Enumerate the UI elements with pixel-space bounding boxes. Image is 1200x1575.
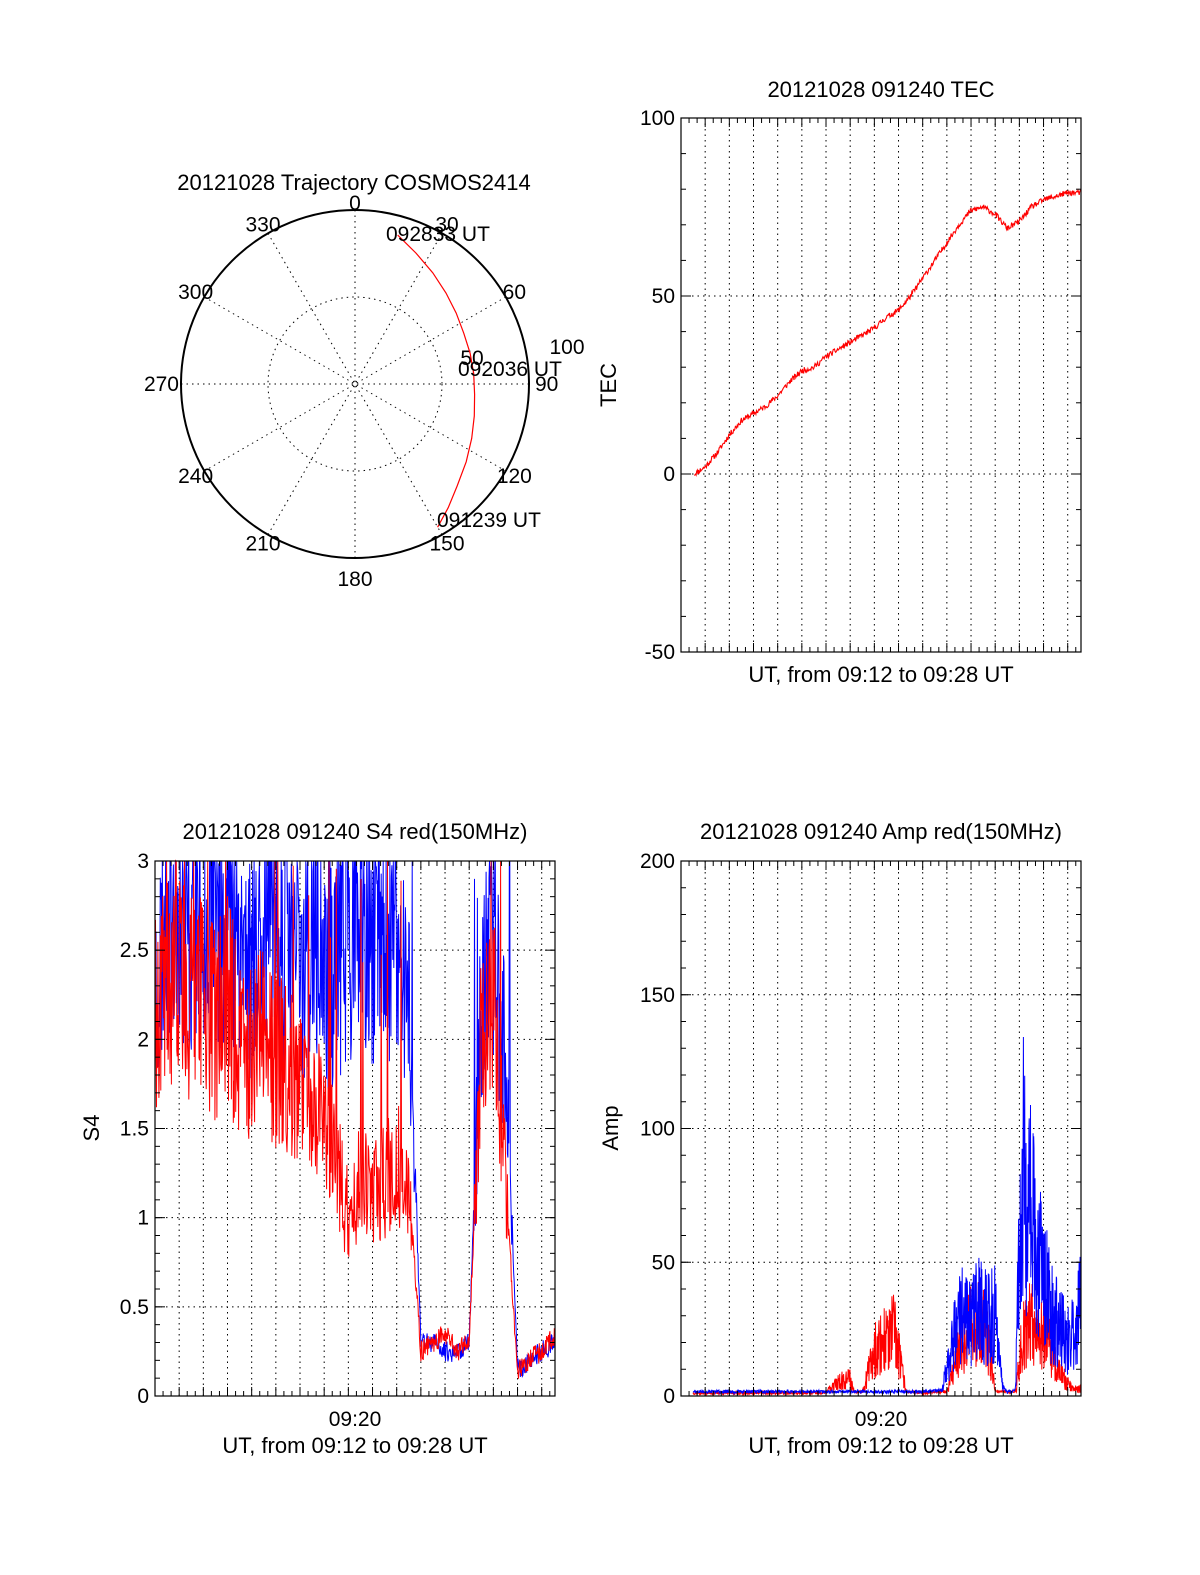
polar-angle-label: 330 (245, 214, 280, 237)
y-tick-label: 0 (663, 1385, 675, 1408)
tec-ylabel: TEC (596, 363, 621, 407)
tec-y-tick-labels: -50 0 50 100 (640, 107, 675, 664)
polar-angle-label: 180 (337, 568, 372, 591)
s4-ylabel: S4 (79, 1115, 104, 1142)
blue-series-line (154, 860, 556, 1378)
y-tick-label: 2 (137, 1028, 149, 1051)
tec-frame (680, 117, 1082, 653)
y-tick-label: 2.5 (120, 939, 149, 962)
tec-series (693, 188, 1082, 477)
amp-y-tick-labels: 0 50 100 150 200 (640, 850, 675, 1408)
polar-spoke-30 (267, 233, 443, 535)
polar-angle-label: 60 (503, 281, 526, 304)
polar-radius-label-100: 100 (549, 336, 584, 359)
s4-panel: 20121028 091240 S4 red(150MHz) 0 0.5 1 1.5 2… (79, 819, 556, 1458)
polar-title: 20121028 Trajectory COSMOS2414 (177, 170, 530, 195)
amp-title: 20121028 091240 Amp red(150MHz) (700, 819, 1062, 844)
s4-xlabel: UT, from 09:12 to 09:28 UT (222, 1433, 487, 1458)
polar-angle-label: 300 (178, 281, 213, 304)
y-tick-label: 1 (137, 1207, 149, 1230)
polar-angle-label: 240 (178, 465, 213, 488)
red-series-line (693, 188, 1082, 477)
polar-angle-label: 210 (245, 532, 280, 555)
s4-title: 20121028 091240 S4 red(150MHz) (183, 819, 528, 844)
tec-xlabel: UT, from 09:12 to 09:28 UT (748, 662, 1013, 687)
amp-xlabel: UT, from 09:12 to 09:28 UT (748, 1433, 1013, 1458)
tec-grid (680, 118, 1081, 652)
y-tick-label: 200 (640, 850, 675, 873)
amp-ticks (680, 860, 1081, 1397)
red-series-line (692, 1281, 1082, 1397)
amp-ylabel: Amp (598, 1105, 623, 1150)
s4-ticks (154, 860, 555, 1397)
trajectory-start-label: 091239 UT (437, 509, 541, 532)
polar-ring-50 (267, 296, 443, 472)
y-tick-label: 100 (640, 1118, 675, 1141)
polar-outer-ring (180, 209, 530, 559)
polar-angle-label: 150 (429, 532, 464, 555)
amp-xtick-label: 09:20 (855, 1408, 908, 1431)
red-series-line (154, 859, 556, 1379)
y-tick-label: 1.5 (120, 1118, 149, 1141)
y-tick-label: 100 (640, 107, 675, 130)
s4-y-tick-labels: 0 0.5 1 1.5 2 2.5 3 (120, 850, 149, 1408)
tec-ticks (680, 117, 1081, 653)
y-tick-label: 150 (640, 984, 675, 1007)
trajectory-line (397, 234, 476, 528)
y-tick-label: 0 (663, 463, 675, 486)
polar-angle-label: 120 (497, 465, 532, 488)
polar-spokes (181, 210, 529, 558)
polar-radius-label-50: 50 (460, 347, 483, 370)
polar-angle-label: 0 (349, 192, 361, 215)
s4-series (154, 859, 556, 1379)
polar-trajectory-panel: 20121028 Trajectory COSMOS2414 0 30 60 90 12… (144, 170, 585, 591)
polar-angle-label: 30 (435, 214, 458, 237)
trajectory-end-label: 092833 UT (386, 223, 490, 246)
y-tick-label: -50 (645, 641, 675, 664)
polar-spoke-150 (267, 233, 443, 535)
tec-panel: 20121028 091240 TEC -50 0 50 100 UT, from 0… (596, 77, 1082, 687)
y-tick-label: 0 (137, 1385, 149, 1408)
trajectory-mid-label: 092036 UT (458, 358, 562, 381)
polar-angle-label: 90 (535, 373, 558, 396)
y-tick-label: 3 (137, 850, 149, 873)
polar-angle-label: 270 (144, 373, 179, 396)
blue-series-line (692, 1036, 1082, 1396)
y-tick-label: 0.5 (120, 1296, 149, 1319)
y-tick-label: 50 (652, 285, 675, 308)
amp-series (692, 1036, 1082, 1397)
polar-angle-labels: 0 30 60 90 120 150 180 210 240 270 300 330 (144, 192, 558, 591)
amp-panel: 20121028 091240 Amp red(150MHz) 0 50 100 15… (598, 819, 1082, 1458)
s4-xtick-label: 09:20 (329, 1408, 382, 1431)
tec-title: 20121028 091240 TEC (767, 77, 994, 102)
y-tick-label: 50 (652, 1251, 675, 1274)
